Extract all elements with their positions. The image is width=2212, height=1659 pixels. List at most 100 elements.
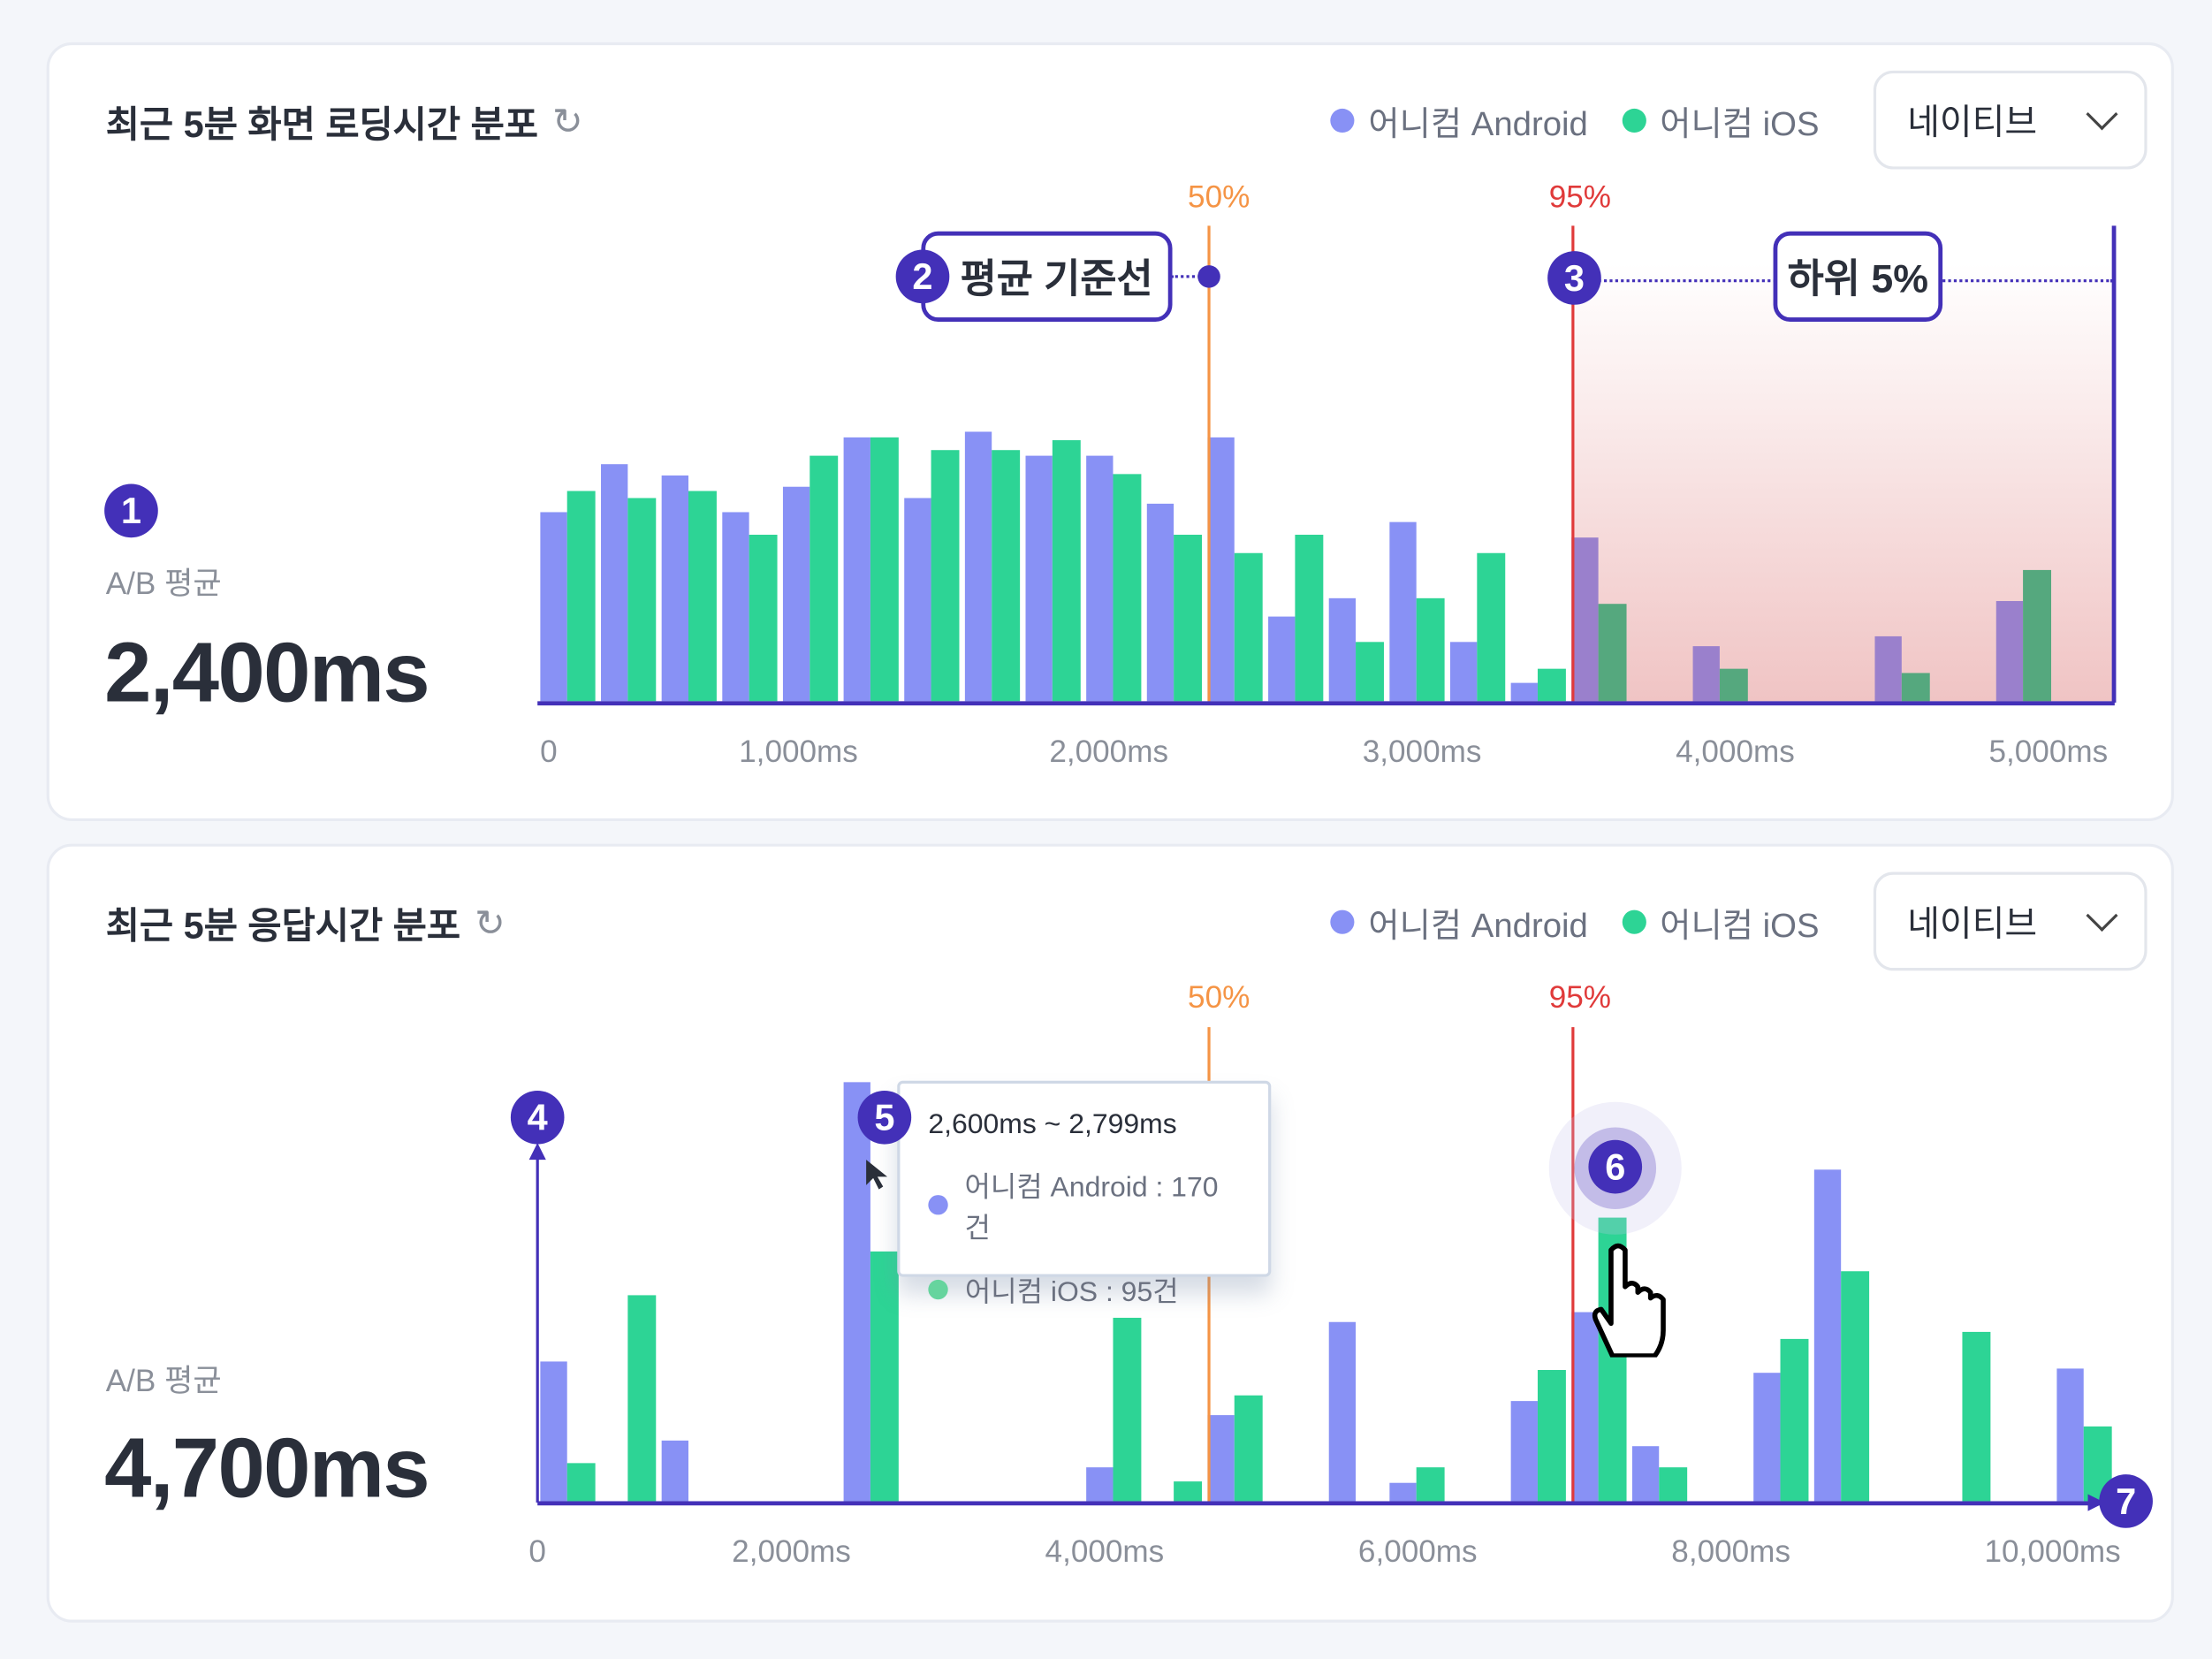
android-bar[interactable] [540,1361,567,1502]
avg-value: 2,400ms [104,625,430,720]
android-bar[interactable] [1995,601,2024,702]
ios-bar[interactable] [688,491,717,702]
ios-bar[interactable] [1234,552,1263,702]
android-bar[interactable] [601,464,628,702]
ios-dot-icon [1622,909,1646,934]
ios-bar[interactable] [566,1463,596,1502]
ios-bar[interactable] [749,534,778,702]
x-tick-label: 5,000ms [1988,734,2109,769]
ios-bar[interactable] [1295,534,1324,702]
ios-bar[interactable] [1719,668,1748,702]
android-bar[interactable] [2056,1368,2084,1502]
ios-bar[interactable] [1416,1467,1445,1502]
p95-label: 95% [1548,179,1612,215]
android-bar[interactable] [1328,1321,1357,1502]
ios-bar[interactable] [931,450,960,702]
android-bar[interactable] [661,475,688,702]
android-bar[interactable] [540,512,567,702]
android-bar[interactable] [843,437,870,702]
avg-label: A/B 평균 [105,1363,222,1398]
android-bar[interactable] [1571,537,1599,702]
ios-bar[interactable] [1659,1467,1688,1502]
ios-bar[interactable] [1962,1331,1991,1502]
ios-bar[interactable] [627,1295,657,1502]
android-bar[interactable] [843,1082,870,1502]
ios-bar[interactable] [1113,474,1142,702]
android-bar[interactable] [1146,503,1174,702]
android-bar[interactable] [1268,616,1296,702]
ios-bar[interactable] [1174,534,1203,702]
panel-title-text: 최근 5분 화면 로딩시간 분포 [105,103,538,146]
ios-bar[interactable] [627,498,657,702]
ios-bar[interactable] [2023,569,2052,702]
android-bar[interactable] [1449,642,1478,702]
legend: 어니컴 Android 어니컴 iOS [1330,897,1820,947]
android-bar[interactable] [1086,455,1114,702]
ios-bar[interactable] [1113,1317,1142,1502]
android-bar[interactable] [1571,1312,1599,1502]
p95-line [1571,225,1575,702]
android-bar[interactable] [1631,1446,1660,1502]
platform-dropdown[interactable]: 네이티브 [1873,70,2147,170]
android-dot-icon [1330,108,1355,133]
ios-bar[interactable] [1537,668,1566,702]
ios-bar[interactable] [1234,1395,1263,1502]
android-bar[interactable] [1389,521,1417,702]
ios-dot-icon [928,1279,948,1299]
legend-android[interactable]: 어니컴 Android [1330,96,1588,146]
ios-bar[interactable] [870,1251,899,1502]
android-bar[interactable] [1328,597,1357,702]
ios-bar[interactable] [1416,597,1445,702]
android-bar[interactable] [722,512,749,702]
panel-title: 최근 5분 응답시간 분포 ↻ [106,897,505,949]
ios-bar[interactable] [566,491,596,702]
p50-line [1207,225,1211,702]
x-tick-label: 2,000ms [1049,734,1169,769]
android-bar[interactable] [661,1440,688,1502]
ios-bar[interactable] [810,455,839,702]
android-bar[interactable] [1086,1467,1114,1502]
legend-ios[interactable]: 어니컴 iOS [1622,897,1820,947]
android-bar[interactable] [1874,635,1902,702]
android-bar[interactable] [1207,437,1235,702]
avg-marker-dot [1197,265,1220,288]
android-bar[interactable] [1813,1169,1842,1502]
refresh-icon[interactable]: ↻ [551,100,583,143]
ios-bar[interactable] [1841,1271,1870,1502]
ios-bar[interactable] [992,450,1021,702]
android-bar[interactable] [1207,1415,1235,1502]
ios-bar[interactable] [1052,440,1081,702]
android-bar[interactable] [1692,646,1720,702]
p50-label: 50% [1188,978,1250,1015]
ios-bar[interactable] [1174,1481,1203,1502]
tooltip-range: 2,600ms ~ 2,799ms [928,1108,1177,1140]
legend-android[interactable]: 어니컴 Android [1330,897,1588,947]
android-bar[interactable] [1510,1401,1538,1502]
ios-bar[interactable] [1901,673,1930,702]
ios-bar[interactable] [1477,552,1506,702]
android-bar[interactable] [1389,1482,1417,1502]
android-bar[interactable] [1025,455,1053,702]
ios-bar[interactable] [870,437,899,702]
ios-bar[interactable] [1780,1338,1809,1502]
x-axis [537,1501,2104,1506]
android-bar[interactable] [782,486,810,702]
avg-baseline-callout: 평균 기준선 [921,231,1173,322]
legend-ios[interactable]: 어니컴 iOS [1622,96,1820,146]
legend-label: 어니컴 Android [1368,105,1588,144]
ios-bar[interactable] [1356,642,1384,702]
avg-label: A/B 평균 [105,566,222,602]
android-bar[interactable] [1510,682,1538,702]
refresh-icon[interactable]: ↻ [475,902,505,944]
android-bar[interactable] [1753,1373,1781,1502]
ios-bar[interactable] [1537,1370,1566,1502]
ios-bar[interactable] [1598,604,1627,702]
android-bar[interactable] [904,498,931,702]
tooltip-value: 어니컴 Android : 170건 [964,1172,1219,1244]
p50-label: 50% [1188,179,1250,215]
bar-tooltip: 2,600ms ~ 2,799ms 어니컴 Android : 170건 어니컴 i… [897,1080,1272,1308]
x-tick-label: 0 [528,1533,546,1570]
android-bar[interactable] [964,431,992,702]
legend-label: 어니컴 Android [1368,907,1588,946]
platform-dropdown[interactable]: 네이티브 [1873,871,2147,971]
